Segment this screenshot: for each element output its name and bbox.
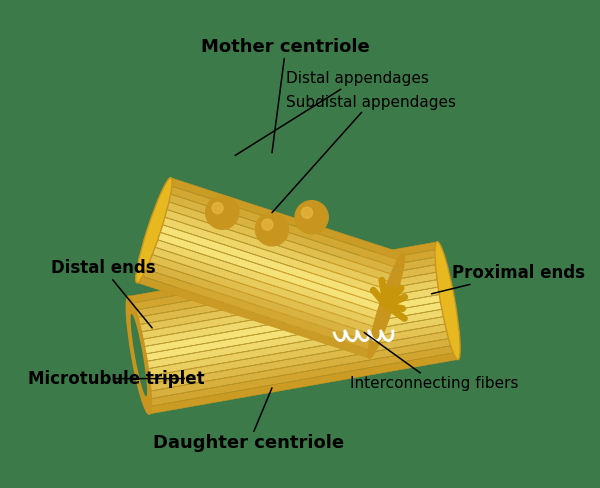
Polygon shape <box>157 215 391 298</box>
Polygon shape <box>147 245 382 328</box>
Polygon shape <box>135 279 445 340</box>
Polygon shape <box>143 323 453 385</box>
Polygon shape <box>161 201 396 283</box>
Text: Subdistal appendages: Subdistal appendages <box>272 95 456 213</box>
Circle shape <box>301 207 313 218</box>
Polygon shape <box>136 286 446 347</box>
Polygon shape <box>137 293 448 355</box>
Polygon shape <box>139 301 449 362</box>
Text: Distal ends: Distal ends <box>51 259 155 328</box>
Polygon shape <box>146 345 457 407</box>
Polygon shape <box>133 264 442 325</box>
Polygon shape <box>148 352 458 414</box>
Polygon shape <box>130 249 440 311</box>
Circle shape <box>262 219 273 230</box>
Polygon shape <box>145 338 455 399</box>
Text: Mother centriole: Mother centriole <box>202 38 370 153</box>
Polygon shape <box>131 257 441 318</box>
Polygon shape <box>166 185 401 268</box>
Polygon shape <box>144 330 454 392</box>
Ellipse shape <box>126 296 151 414</box>
Polygon shape <box>169 178 403 261</box>
Polygon shape <box>128 242 439 303</box>
Polygon shape <box>142 316 451 377</box>
Text: Daughter centriole: Daughter centriole <box>154 388 344 452</box>
Polygon shape <box>152 230 386 313</box>
Circle shape <box>212 203 223 214</box>
Polygon shape <box>142 261 376 343</box>
Polygon shape <box>154 223 389 305</box>
Ellipse shape <box>435 242 460 360</box>
Circle shape <box>206 196 239 229</box>
Ellipse shape <box>131 314 147 396</box>
Polygon shape <box>159 208 394 290</box>
Text: Proximal ends: Proximal ends <box>431 264 585 294</box>
Polygon shape <box>134 271 443 333</box>
Polygon shape <box>164 193 398 275</box>
Ellipse shape <box>136 178 172 283</box>
Text: Interconnecting fibers: Interconnecting fibers <box>350 332 519 391</box>
Text: Distal appendages: Distal appendages <box>235 71 428 156</box>
Ellipse shape <box>368 253 404 358</box>
Circle shape <box>295 201 328 234</box>
Circle shape <box>256 213 289 246</box>
Polygon shape <box>149 238 384 321</box>
Text: Microtubule triplet: Microtubule triplet <box>28 369 204 387</box>
Polygon shape <box>140 308 450 369</box>
Polygon shape <box>137 276 371 358</box>
Polygon shape <box>139 268 374 350</box>
Polygon shape <box>144 253 379 336</box>
